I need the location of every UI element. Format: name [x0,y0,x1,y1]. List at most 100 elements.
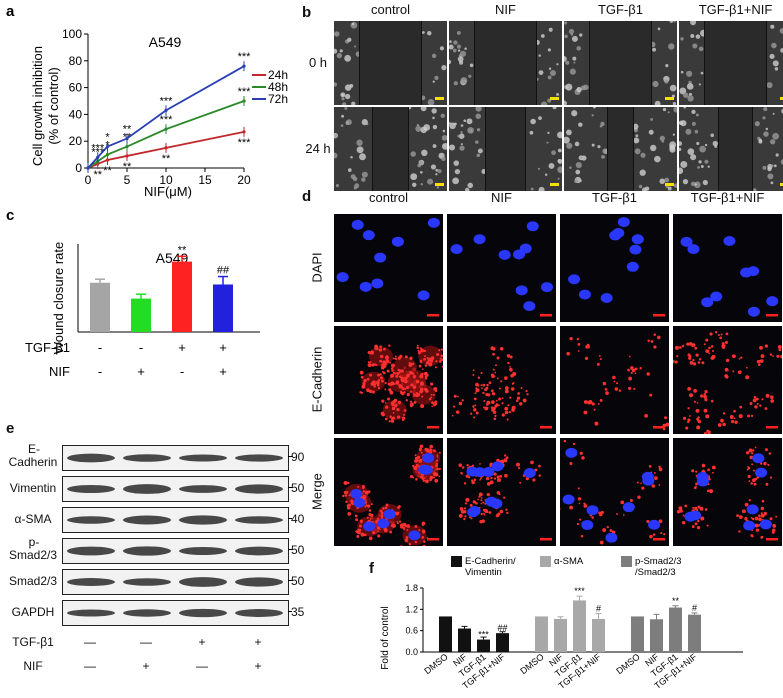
cell [334,48,338,54]
nucleus [351,219,364,230]
e-cadherin-puncta [596,362,600,366]
e-cadherin-puncta [760,535,764,539]
cell [638,184,643,189]
cell [669,84,677,92]
column-header: TGF-β1+NIF [698,2,773,17]
e-cadherin-puncta [384,417,388,421]
cell [779,28,783,34]
molecular-weight-label: 50 [291,481,305,495]
cell [566,129,572,136]
cell [449,44,454,50]
band [179,577,227,587]
nucleus [523,468,536,479]
cell [432,124,438,130]
condition-value: — [84,635,96,649]
nucleus [540,282,553,293]
e-cadherin-puncta [477,498,479,501]
e-cadherin-puncta [525,477,529,481]
e-cadherin-puncta [738,370,742,374]
e-cadherin-puncta [413,374,417,378]
cell [662,107,667,112]
e-cadherin-puncta [424,387,428,391]
scale-bar [550,183,559,186]
cell [765,127,769,131]
panel-b-label: b [302,4,312,21]
fluorescence-image [673,214,782,322]
e-cadherin-puncta [765,393,770,398]
cell [410,151,416,157]
cell [466,118,473,125]
e-cadherin-puncta [475,501,478,505]
e-cadherin-puncta [501,402,504,405]
scale-bar [653,314,665,317]
e-cadherin-puncta [693,486,697,490]
e-cadherin-puncta [432,393,435,397]
e-cadherin-puncta [704,398,708,402]
fluorescence-image [673,326,782,434]
e-cadherin-puncta [468,476,471,479]
e-cadherin-puncta [441,365,443,368]
e-cadherin-puncta [369,373,373,377]
e-cadherin-puncta [706,489,710,493]
e-cadherin-puncta [499,474,503,478]
e-cadherin-puncta [768,452,772,455]
cell [659,178,666,185]
fluorescence-image [334,214,443,322]
e-cadherin-puncta [390,381,395,386]
nucleus [586,505,599,516]
cell [634,148,641,155]
cell [457,134,461,138]
e-cadherin-puncta [478,495,481,498]
e-cadherin-puncta [754,446,757,449]
e-cadherin-puncta [368,513,372,517]
e-cadherin-puncta [569,336,573,341]
cell [476,153,481,158]
molecular-weight-label: 50 [291,574,305,588]
e-cadherin-puncta [367,361,370,364]
cell [449,122,456,130]
nucleus [565,447,578,458]
cell [767,173,774,180]
e-cadherin-puncta [744,517,748,521]
column-header: control [368,190,409,205]
e-cadherin-puncta [660,532,663,535]
band [123,515,171,525]
e-cadherin-puncta [720,333,723,336]
e-cadherin-puncta [424,447,428,452]
e-cadherin-puncta [701,361,705,365]
molecular-weight-label: 90 [291,450,305,464]
e-cadherin-puncta [485,386,489,390]
cell [683,92,689,98]
category-label: DMSO [614,652,641,677]
e-cadherin-puncta [359,370,364,375]
e-cadherin-puncta [725,375,729,379]
e-cadherin-puncta [493,472,497,476]
e-cadherin-puncta [434,366,437,369]
data-point-24h [125,154,129,158]
scale-bar [427,426,439,429]
band [179,454,227,462]
e-cadherin-puncta [423,357,427,361]
e-cadherin-puncta [461,466,465,469]
cell [568,28,575,35]
e-cadherin-puncta [399,390,403,393]
e-cadherin-puncta [404,524,408,528]
e-cadherin-puncta [480,499,483,502]
cell [669,21,674,23]
nucleus [696,476,709,487]
e-cadherin-puncta [509,367,513,372]
e-cadherin-puncta [709,332,713,336]
y-tick-label: 100 [62,27,82,41]
band-label-line2: Cadherin [8,455,58,469]
e-cadherin-puncta [382,507,385,510]
scale-bar [427,538,439,541]
e-cadherin-puncta [640,482,642,484]
cell [690,34,695,39]
fluorescence-texture [673,331,782,434]
cell [691,109,696,115]
cell [437,169,442,174]
cell [564,34,568,39]
cell [593,107,596,109]
e-cadherin-puncta [663,533,666,536]
fluorescence-texture [359,344,443,429]
